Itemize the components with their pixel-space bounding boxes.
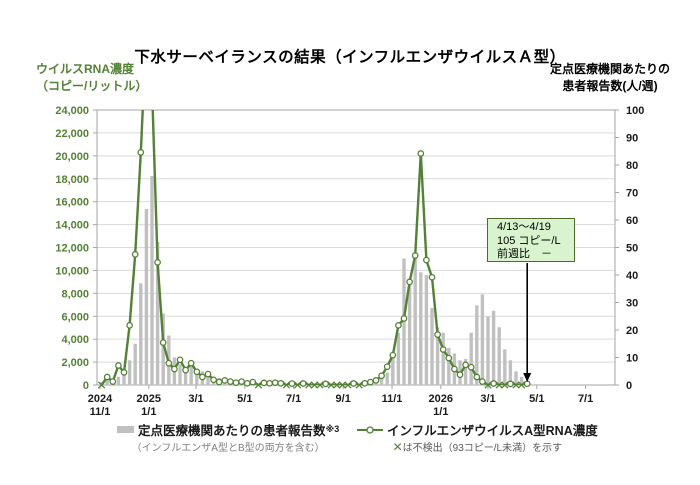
svg-text:40: 40 [626,270,638,282]
svg-text:100: 100 [626,105,644,117]
svg-text:11/1: 11/1 [90,406,111,418]
legend-patient-reports: 定点医療機関あたりの患者報告数 ※3 （インフルエンザA型とB型の両方を含む） [117,421,339,454]
annotation-value: 105 コピー/L [497,234,561,247]
rna-data-markers [97,149,531,389]
y-axis-left-title-line1: ウイルスRNA濃度 [36,62,134,76]
svg-text:4,000: 4,000 [61,334,89,346]
patient-report-bars [99,176,524,386]
latest-value-annotation: 4/13～4/19 105 コピー/L 前週比 － [487,218,575,262]
annotation-week-ratio: 前週比 － [497,248,552,260]
annotation-date-range: 4/13～4/19 [497,221,551,233]
svg-text:30: 30 [626,298,638,310]
svg-text:3/1: 3/1 [480,393,495,405]
y-axis-right-title: 定点医療機関あたりの 患者報告数(人/週) [550,61,670,95]
green-line-marker-swatch-icon [357,424,383,434]
annotation-arrow [523,263,532,382]
svg-text:60: 60 [626,215,638,227]
svg-text:3/1: 3/1 [188,393,203,405]
svg-text:14,000: 14,000 [55,220,89,232]
svg-text:20: 20 [626,325,638,337]
chart-title: 下水サーベイランスの結果（インフルエンザウイルスＡ型） [134,49,566,66]
y-axis-left-title-line2: （コピー/リットル） [36,79,148,93]
svg-text:70: 70 [626,188,638,200]
y-axis-left-title: ウイルスRNA濃度 （コピー/リットル） [36,61,147,95]
gridlines [97,132,615,363]
svg-text:50: 50 [626,243,638,255]
svg-text:2026: 2026 [429,393,453,405]
svg-text:20,000: 20,000 [55,151,89,163]
svg-text:1/1: 1/1 [141,406,156,418]
svg-text:10: 10 [626,353,638,365]
svg-text:7/1: 7/1 [578,393,593,405]
svg-text:1/1: 1/1 [433,406,448,418]
svg-text:5/1: 5/1 [529,393,544,405]
legend-footnote-mark: ※3 [325,423,340,434]
svg-text:2025: 2025 [137,393,161,405]
svg-text:22,000: 22,000 [55,128,89,140]
legend-rna-concentration: インフルエンザウイルスA型RNA濃度 ✕は不検出（93コピー/L未満）を示す [357,421,598,454]
y-axis-right-labels: 0 10 20 30 40 50 60 70 80 90 100 [626,105,644,392]
y-axis-right-title-line2: 患者報告数(人/週) [562,79,658,93]
svg-text:5/1: 5/1 [237,393,252,405]
gray-bar-swatch-icon [117,425,134,433]
svg-text:10,000: 10,000 [55,265,89,277]
svg-text:9/1: 9/1 [336,393,351,405]
svg-text:2024: 2024 [88,393,113,405]
svg-text:80: 80 [626,160,638,172]
legend-rna-label: インフルエンザウイルスA型RNA濃度 [387,423,598,438]
svg-text:90: 90 [626,133,638,145]
non-detect-x-icon: ✕ [392,440,403,454]
svg-text:18,000: 18,000 [55,174,89,186]
svg-text:7/1: 7/1 [286,393,301,405]
svg-text:0: 0 [83,380,89,392]
svg-text:12,000: 12,000 [55,243,89,255]
legend-rna-note: は不検出（93コピー/L未満）を示す [402,443,563,454]
svg-text:16,000: 16,000 [55,197,89,209]
y-axis-right-title-line1: 定点医療機関あたりの [549,62,670,76]
rna-concentration-line [100,110,528,385]
svg-text:8,000: 8,000 [61,288,89,300]
svg-text:6,000: 6,000 [61,311,89,323]
legend-patient-reports-note: （インフルエンザA型とB型の両方を含む） [131,443,325,454]
svg-text:11/1: 11/1 [382,393,403,405]
axis-ticks [93,109,619,389]
svg-text:2,000: 2,000 [61,357,89,369]
legend-patient-reports-label: 定点医療機関あたりの患者報告数 [138,423,326,438]
svg-text:0: 0 [626,380,632,392]
y-axis-left-labels: 0 2,000 4,000 6,000 8,000 10,000 12,000 14,000 1… [55,105,89,392]
svg-text:24,000: 24,000 [55,105,89,117]
